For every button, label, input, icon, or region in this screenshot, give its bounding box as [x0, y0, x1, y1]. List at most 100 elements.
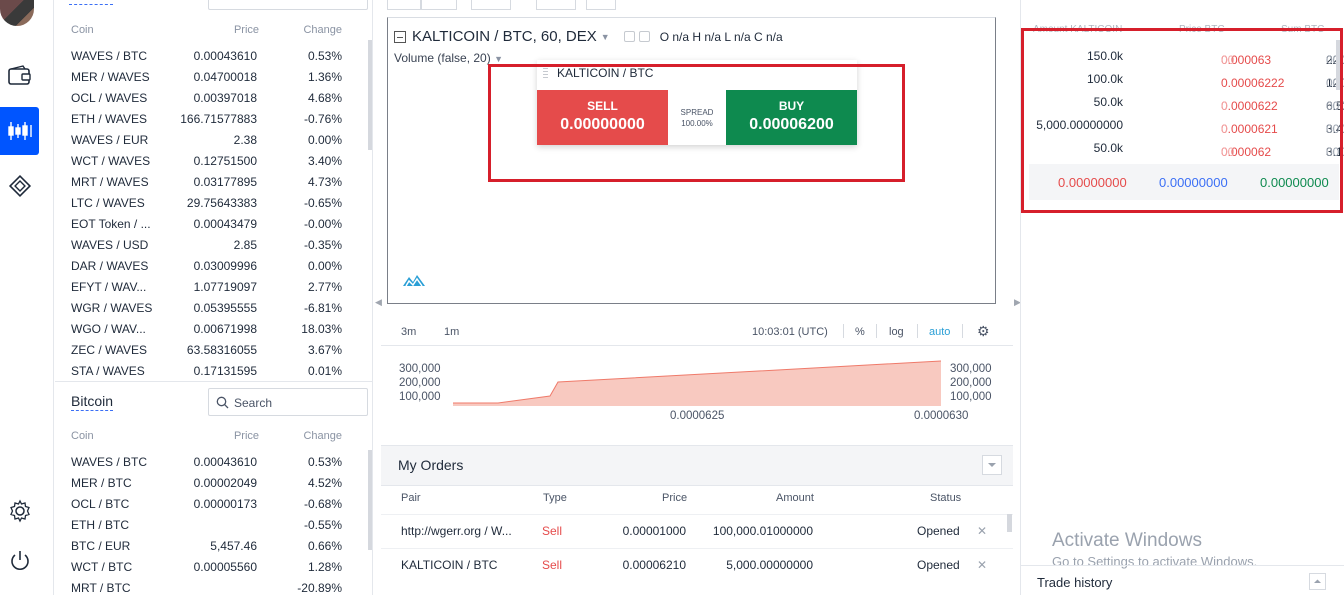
list-item[interactable]: OCL / BTC 0.00000173 -0.68% — [55, 493, 369, 514]
btc-scrollbar[interactable] — [368, 450, 372, 550]
col-coin[interactable]: Coin — [71, 430, 94, 442]
coin-pair: MER / BTC — [71, 476, 132, 490]
market-scrollbar[interactable] — [368, 40, 372, 150]
orders-scrollbar[interactable] — [1007, 514, 1012, 532]
trading-chart-icon[interactable] — [0, 107, 39, 155]
timeframe-1m[interactable]: 1m — [444, 326, 460, 338]
list-item[interactable]: DAR / WAVES 0.03009996 0.00% — [55, 255, 369, 276]
gear-icon[interactable] — [638, 31, 650, 42]
col-change[interactable]: Change — [303, 24, 342, 36]
search-input[interactable]: Search — [208, 388, 368, 416]
eye-icon[interactable] — [623, 31, 635, 42]
col-status[interactable]: Status — [930, 492, 962, 504]
coin-price: 0.00002049 — [193, 476, 257, 490]
list-item[interactable]: WGO / WAV... 0.00671998 18.03% — [55, 318, 369, 339]
coin-change: 4.68% — [307, 91, 342, 105]
drag-handle[interactable] — [543, 68, 548, 78]
order-book-row[interactable]: 50.0k 0.00006200 3.10000000 — [1021, 137, 1344, 160]
collapse-icon[interactable] — [394, 30, 406, 43]
table-row[interactable]: KALTICOIN / BTC Sell 0.00006210 5,000.00000… — [381, 548, 1013, 582]
list-item[interactable]: MRT / WAVES 0.03177895 4.73% — [55, 171, 369, 192]
list-item[interactable]: LTC / WAVES 29.75643383 -0.65% — [55, 192, 369, 213]
percent-toggle[interactable]: % — [855, 326, 865, 338]
toolbar-button[interactable] — [387, 0, 421, 10]
buy-button[interactable]: BUY 0.00006200 — [726, 90, 857, 145]
book-amount: 50.0k — [1093, 95, 1123, 109]
list-item[interactable]: ETH / BTC -0.55% — [55, 514, 369, 535]
chart-bottom-toolbar: 3m 1m 10:03:01 (UTC) % log auto ⚙ — [387, 322, 996, 342]
coin-pair: DAR / WAVES — [71, 259, 149, 273]
coin-change: 4.52% — [307, 476, 342, 490]
list-item[interactable]: WCT / BTC 0.00005560 1.28% — [55, 556, 369, 577]
highlight-box — [1021, 28, 1343, 213]
list-item[interactable]: WAVES / EUR 2.38 0.00% — [55, 129, 369, 150]
market-search-input[interactable] — [208, 0, 368, 10]
list-item[interactable]: BTC / EUR 5,457.46 0.66% — [55, 535, 369, 556]
list-item[interactable]: WGR / WAVES 0.05395555 -6.81% — [55, 297, 369, 318]
orders-dropdown-button[interactable] — [982, 455, 1002, 475]
book-sum-dim: 0000 — [1326, 99, 1344, 113]
list-item[interactable]: STA / WAVES 0.17131595 0.01% — [55, 360, 369, 381]
coin-change: 0.53% — [307, 455, 342, 469]
list-item[interactable]: MER / BTC 0.00002049 4.52% — [55, 472, 369, 493]
order-book-row[interactable]: 5,000.00000000 0.00006210 3.41050000 — [1021, 114, 1344, 137]
list-item[interactable]: ETH / WAVES 166.71577883 -0.76% — [55, 108, 369, 129]
cancel-order-icon[interactable]: ✕ — [977, 524, 988, 538]
trade-history-title[interactable]: Trade history — [1037, 575, 1113, 590]
col-coin[interactable]: Coin — [71, 24, 94, 36]
fullscreen-button[interactable] — [586, 0, 616, 10]
timeframe-3m[interactable]: 3m — [401, 326, 417, 338]
coin-change: 1.36% — [307, 70, 342, 84]
list-item[interactable]: WAVES / BTC 0.00043610 0.53% — [55, 451, 369, 472]
coin-pair: WCT / BTC — [71, 560, 133, 574]
order-amount: 100,000.01000000 — [712, 524, 813, 538]
list-item[interactable]: MRT / BTC -20.89% — [55, 577, 369, 595]
expand-button[interactable] — [1309, 573, 1326, 590]
chevron-down-icon[interactable]: ▼ — [494, 54, 503, 64]
avatar[interactable] — [0, 0, 34, 26]
power-icon[interactable] — [0, 537, 39, 585]
collapse-right-arrow-icon[interactable]: ▶ — [1014, 297, 1021, 307]
col-pair[interactable]: Pair — [401, 492, 421, 504]
market-tab-underline[interactable] — [69, 4, 113, 5]
chart-symbol[interactable]: KALTICOIN / BTC, 60, DEX — [412, 28, 597, 45]
tradingview-logo-icon[interactable] — [402, 272, 426, 291]
list-item[interactable]: WCT / WAVES 0.12751500 3.40% — [55, 150, 369, 171]
list-item[interactable]: WAVES / USD 2.85 -0.35% — [55, 234, 369, 255]
book-price-main: 0.0000622 — [1221, 99, 1278, 113]
col-type[interactable]: Type — [543, 492, 567, 504]
depth-chart[interactable]: 300,000 200,000 100,000 300,000 200,000 … — [381, 345, 1013, 445]
wallet-icon[interactable] — [0, 52, 39, 100]
col-price[interactable]: Price — [662, 492, 688, 504]
list-item[interactable]: EFYT / WAV... 1.07719097 2.77% — [55, 276, 369, 297]
chevron-down-icon[interactable]: ▼ — [600, 31, 610, 42]
log-toggle[interactable]: log — [889, 326, 904, 338]
volume-legend[interactable]: Volume (false, 20) ▼ — [394, 51, 503, 65]
chart-settings-gear-icon[interactable]: ⚙ — [977, 323, 990, 339]
col-amount[interactable]: Amount — [776, 492, 814, 504]
order-price: 0.00001000 — [622, 524, 686, 538]
col-price[interactable]: Price — [233, 24, 259, 36]
list-item[interactable]: WAVES / BTC 0.00043610 0.53% — [55, 45, 369, 66]
list-item[interactable]: EOT Token / ... 0.00043479 -0.00% — [55, 213, 369, 234]
depth-y-axis-right: 300,000 200,000 100,000 — [950, 362, 992, 404]
tab-bitcoin[interactable]: Bitcoin — [71, 393, 114, 411]
sell-button[interactable]: SELL 0.00000000 — [537, 90, 668, 145]
candle-style-button[interactable] — [471, 0, 511, 10]
list-item[interactable]: ZEC / WAVES 63.58316055 3.67% — [55, 339, 369, 360]
list-item[interactable]: MER / WAVES 0.04700018 1.36% — [55, 66, 369, 87]
dex-diamond-icon[interactable] — [0, 162, 39, 210]
col-price[interactable]: Price — [233, 430, 259, 442]
indicators-button[interactable] — [536, 0, 576, 10]
collapse-left-arrow-icon[interactable]: ◀ — [375, 297, 382, 307]
settings-gear-icon[interactable] — [0, 487, 39, 535]
toolbar-button[interactable] — [421, 0, 457, 10]
list-item[interactable]: OCL / WAVES 0.00397018 4.68% — [55, 87, 369, 108]
market-table-header: Coin Price Change — [55, 20, 373, 40]
order-book-scrollbar[interactable] — [1336, 40, 1341, 90]
col-change[interactable]: Change — [303, 430, 342, 442]
auto-toggle[interactable]: auto — [929, 326, 951, 338]
cancel-order-icon[interactable]: ✕ — [977, 558, 988, 572]
table-row[interactable]: http://wgerr.org / W... Sell 0.00001000 100… — [381, 514, 1013, 548]
